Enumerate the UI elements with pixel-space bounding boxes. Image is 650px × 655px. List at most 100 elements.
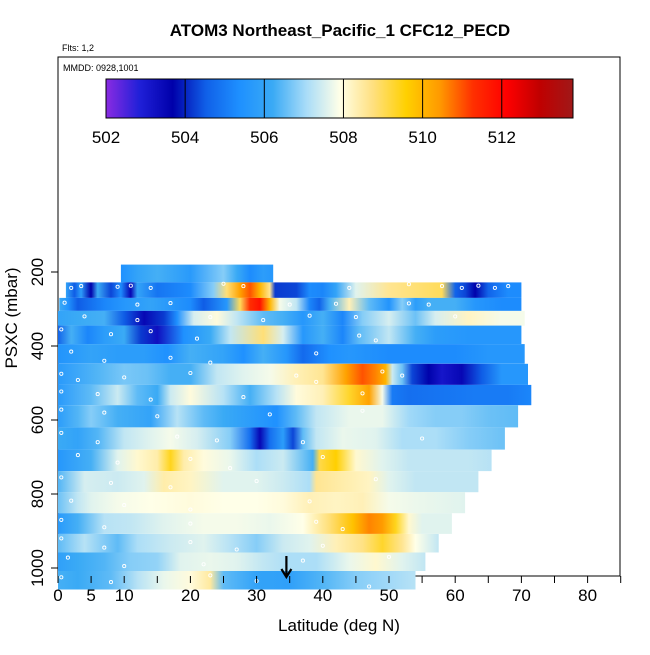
heatmap-band [58, 405, 519, 428]
sample-point [115, 460, 120, 465]
sample-point [208, 315, 213, 320]
sample-point [340, 527, 345, 532]
dates-subtitle: MMDD: 0928,1001 [63, 63, 139, 73]
sample-point [307, 313, 312, 318]
heatmap-band [58, 492, 466, 514]
sample-point [188, 507, 193, 512]
sample-point [406, 282, 411, 287]
sample-point [307, 499, 312, 504]
heatmap-band [58, 344, 525, 364]
heatmap-band [58, 571, 416, 590]
sample-point [69, 498, 74, 503]
sample-point [102, 545, 107, 550]
sample-point [95, 440, 100, 445]
sample-point [168, 301, 173, 306]
sample-point [69, 349, 74, 354]
sample-point [188, 540, 193, 545]
x-tick-label: 80 [578, 586, 597, 605]
sample-point [194, 336, 200, 341]
sample-points [59, 281, 511, 589]
sample-point [287, 302, 292, 307]
sample-point [95, 392, 100, 397]
heatmap-band [58, 427, 505, 450]
heatmap-band [58, 363, 528, 385]
sample-point [135, 318, 140, 323]
sample-point [59, 407, 64, 412]
sample-point [175, 434, 180, 439]
colorbar-tick-label: 508 [329, 128, 357, 147]
sample-point [168, 355, 173, 360]
sample-point [155, 414, 160, 419]
marker-head [280, 568, 293, 580]
sample-point [360, 408, 365, 413]
sample-point [59, 371, 64, 376]
sample-point [135, 302, 140, 307]
x-axis-label: Latitude (deg N) [278, 616, 400, 635]
sample-point [59, 430, 64, 435]
sample-point [267, 412, 272, 417]
sample-point [214, 438, 219, 443]
sample-point [69, 285, 74, 290]
sample-point [228, 466, 233, 471]
y-tick-label: 200 [28, 258, 47, 286]
sample-point [168, 485, 173, 490]
x-tick-label: 50 [380, 586, 399, 605]
sample-point [406, 301, 411, 306]
sample-point [108, 580, 114, 585]
x-tick-label: 60 [446, 586, 465, 605]
heatmap-band [58, 552, 426, 571]
sample-point [148, 397, 153, 402]
sample-point [59, 536, 64, 541]
sample-point [102, 525, 107, 530]
sample-point [373, 477, 378, 482]
sample-point [314, 379, 319, 384]
sample-point [59, 327, 64, 332]
sample-point [353, 315, 358, 320]
sample-point [261, 318, 266, 323]
sample-point [380, 369, 385, 374]
colorbar-tick-label: 502 [92, 128, 120, 147]
sample-point [59, 475, 64, 480]
sample-point [386, 554, 392, 559]
sample-point [102, 410, 107, 415]
y-tick-label: 1000 [28, 549, 47, 587]
sample-point [314, 351, 319, 356]
sample-point [492, 285, 497, 290]
y-axis: 200 400 600 800 1000 [28, 258, 58, 587]
x-tick-label: 0 [53, 586, 62, 605]
heatmap-band [58, 325, 522, 345]
sample-point [241, 284, 246, 289]
x-axis: 0 5 10 20 30 40 50 60 70 80 [53, 576, 622, 605]
sample-point [65, 555, 70, 560]
sample-point [400, 373, 405, 378]
sample-point [333, 301, 339, 306]
sample-point [506, 284, 511, 289]
x-tick-label: 40 [313, 586, 332, 605]
heatmap-band [58, 310, 525, 326]
heatmap-bands [58, 264, 532, 590]
sample-point [148, 285, 153, 290]
heatmap-band [58, 534, 439, 553]
colorbar-tick-label: 506 [250, 128, 278, 147]
colorbar-tick-label: 504 [171, 128, 199, 147]
sample-point [476, 283, 481, 288]
sample-point [188, 456, 193, 461]
sample-point [320, 454, 325, 460]
sample-point [82, 314, 87, 319]
sample-point [221, 281, 226, 286]
sample-point [300, 558, 305, 563]
colorbar-tick-label: 510 [408, 128, 436, 147]
heatmap-band [58, 384, 532, 406]
sample-point [420, 436, 425, 441]
sample-point [254, 479, 259, 484]
sample-point [439, 284, 445, 289]
x-tick-label: 5 [86, 586, 95, 605]
heatmap-band [58, 513, 452, 534]
sample-point [188, 521, 193, 526]
x-tick-label: 10 [115, 586, 134, 605]
y-tick-label: 600 [28, 406, 47, 434]
sample-point [208, 573, 213, 578]
sample-point [426, 302, 431, 307]
